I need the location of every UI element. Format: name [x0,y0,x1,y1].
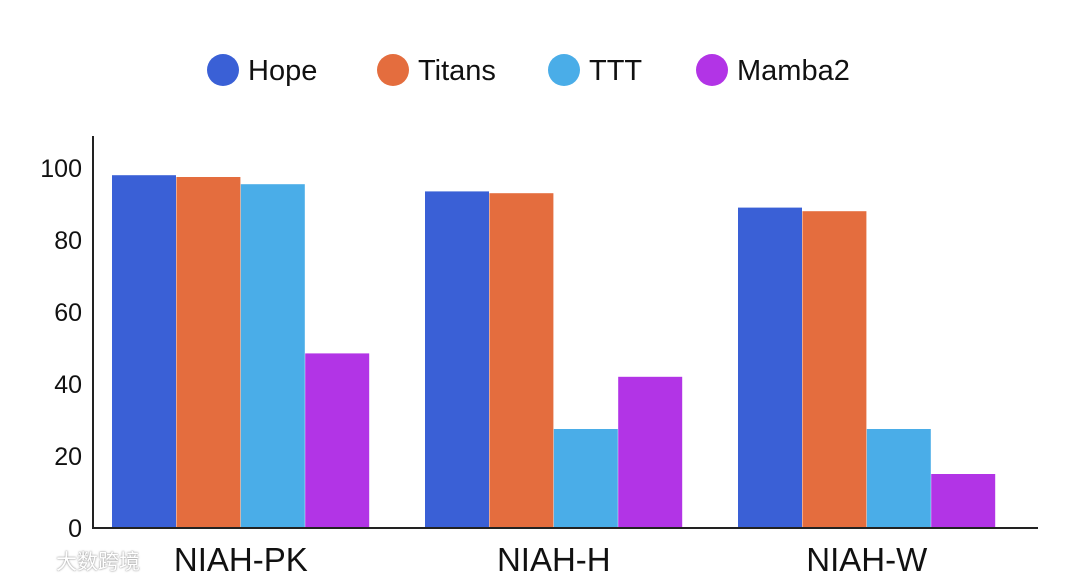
watermark: 大数跨境 [8,544,140,578]
legend-label-titans: Titans [418,55,496,87]
legend-marker-titans [377,54,409,86]
bar-ttt-niah-pk [240,184,305,528]
y-tick-label-100: 100 [40,155,82,183]
legend-item-ttt: TTT [548,54,642,87]
watermark-text: 大数跨境 [56,550,140,574]
bar-ttt-niah-h [553,429,618,528]
y-tick-label-60: 60 [54,299,82,327]
bar-hope-niah-w [738,207,802,528]
legend-marker-hope [207,54,239,86]
legend-item-titans: Titans [377,54,496,87]
category-label-niah-pk: NIAH-PK [174,541,308,578]
chart-bars [112,175,996,528]
bar-ttt-niah-w [866,429,931,528]
legend-marker-mamba2 [696,54,728,86]
legend-item-mamba2: Mamba2 [696,54,850,87]
bar-hope-niah-pk [112,175,176,528]
bar-mamba2-niah-w [931,474,996,528]
category-label-niah-h: NIAH-H [497,541,611,578]
legend-label-hope: Hope [248,55,317,87]
legend-label-ttt: TTT [589,55,642,87]
bar-mamba2-niah-pk [305,353,370,528]
bar-titans-niah-w [802,211,867,528]
category-label-niah-w: NIAH-W [806,541,928,578]
bar-titans-niah-h [489,193,554,528]
bar-group-niah-w [738,207,996,528]
y-tick-label-0: 0 [68,515,82,543]
legend-label-mamba2: Mamba2 [737,55,850,87]
category-labels: NIAH-PK NIAH-H NIAH-W [174,541,928,578]
bar-titans-niah-pk [176,177,241,528]
legend-item-hope: Hope [207,54,317,87]
y-tick-label-40: 40 [54,371,82,399]
bar-group-niah-pk [112,175,370,528]
y-tick-labels: 0 20 40 60 80 100 [40,155,82,543]
legend-marker-ttt [548,54,580,86]
bar-group-niah-h [425,191,683,528]
chart-axes [92,136,1038,529]
chart-legend: Hope Titans TTT Mamba2 [207,54,850,87]
bar-mamba2-niah-h [618,376,683,528]
y-tick-label-20: 20 [54,443,82,471]
y-tick-label-80: 80 [54,227,82,255]
brand-logo-icon [8,551,48,571]
bar-hope-niah-h [425,191,489,528]
